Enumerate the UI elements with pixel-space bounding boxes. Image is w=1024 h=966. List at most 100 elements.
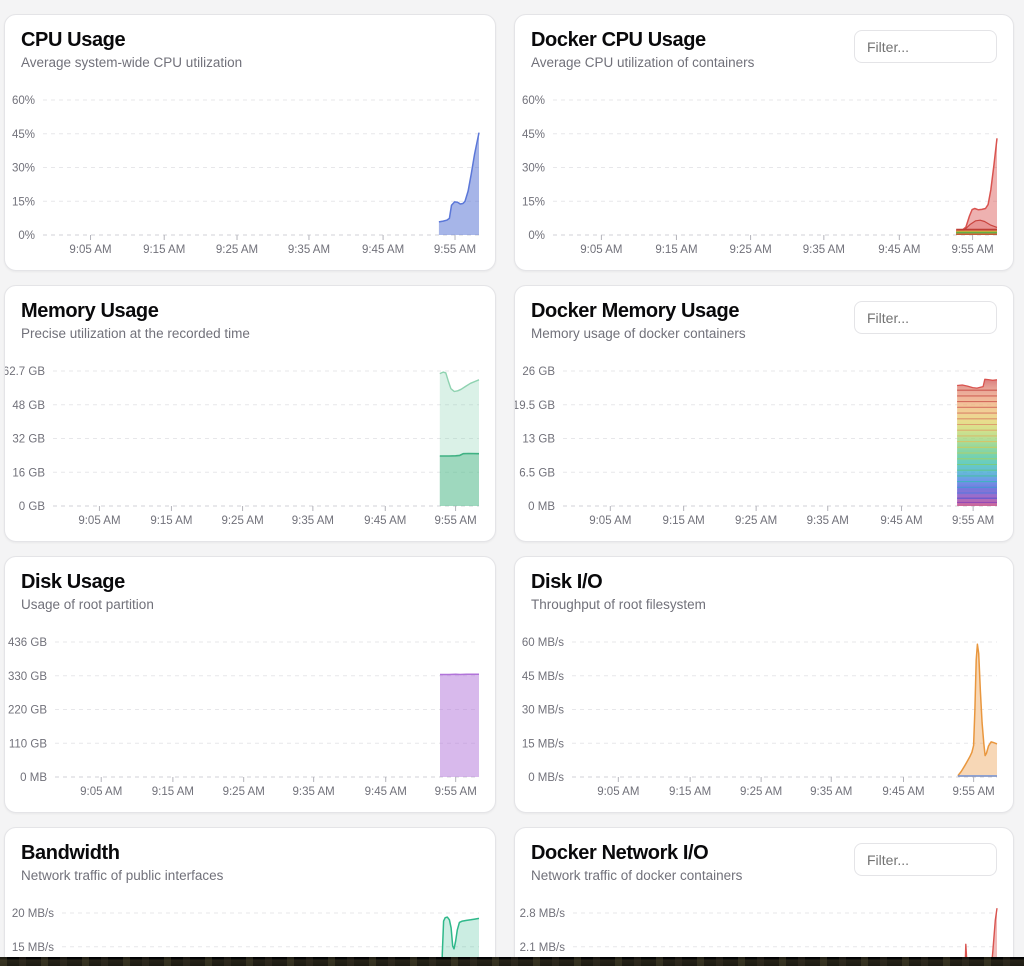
card-cpu-usage: CPU Usage Average system-wide CPU utiliz… [4,14,496,271]
docker-memory-usage-chart[interactable]: 26 GB 19.5 GB 13 GB 6.5 GB 0 MB 9:05 AM 9:15 A… [515,363,1013,532]
svg-text:9:55 AM: 9:55 AM [434,515,476,527]
card-title: Memory Usage [21,300,159,322]
svg-text:0 MB: 0 MB [20,772,47,784]
card-subtitle: Throughput of root filesystem [531,597,706,612]
svg-text:30 MB/s: 30 MB/s [522,705,564,717]
svg-text:0%: 0% [18,230,35,242]
cpu-usage-chart[interactable]: 60% 45% 30% 15% 0% 9:05 AM 9:15 AM 9:25 AM 9:35 … [5,92,495,261]
svg-text:220 GB: 220 GB [8,705,47,717]
svg-text:15 MB/s: 15 MB/s [12,942,54,954]
svg-text:15 MB/s: 15 MB/s [522,738,564,750]
svg-text:9:25 AM: 9:25 AM [223,786,265,798]
svg-text:9:25 AM: 9:25 AM [221,515,263,527]
svg-text:9:05 AM: 9:05 AM [589,515,631,527]
svg-text:2.8 MB/s: 2.8 MB/s [520,908,566,920]
svg-text:9:15 AM: 9:15 AM [152,786,194,798]
svg-text:0 MB/s: 0 MB/s [528,772,564,784]
svg-text:62.7 GB: 62.7 GB [5,366,45,378]
card-subtitle: Precise utilization at the recorded time [21,326,250,341]
svg-text:9:35 AM: 9:35 AM [293,786,335,798]
svg-text:20 MB/s: 20 MB/s [12,908,54,920]
svg-text:45%: 45% [12,129,35,141]
svg-text:60%: 60% [12,95,35,107]
svg-text:9:45 AM: 9:45 AM [880,515,922,527]
card-title: Disk Usage [21,571,125,593]
svg-text:436 GB: 436 GB [8,637,47,649]
svg-text:15%: 15% [522,196,545,208]
bandwidth-chart[interactable]: 20 MB/s15 MB/s10 MB/s5 MB/s0 MB/s9:05 AM… [5,905,495,966]
svg-text:9:45 AM: 9:45 AM [362,244,404,256]
svg-text:9:35 AM: 9:35 AM [288,244,330,256]
svg-text:9:55 AM: 9:55 AM [951,244,993,256]
svg-text:9:25 AM: 9:25 AM [729,244,771,256]
card-subtitle: Average system-wide CPU utilization [21,55,243,70]
svg-text:9:45 AM: 9:45 AM [364,515,406,527]
card-subtitle: Network traffic of public interfaces [21,868,224,883]
svg-text:9:45 AM: 9:45 AM [365,786,407,798]
svg-text:30%: 30% [522,163,545,175]
card-subtitle: Usage of root partition [21,597,154,612]
svg-text:9:05 AM: 9:05 AM [80,786,122,798]
card-docker-memory-usage: Docker Memory Usage Memory usage of dock… [514,285,1014,542]
svg-text:60 MB/s: 60 MB/s [522,637,564,649]
svg-text:9:05 AM: 9:05 AM [69,244,111,256]
card-bandwidth: Bandwidth Network traffic of public inte… [4,827,496,966]
svg-text:0 GB: 0 GB [19,501,46,513]
svg-text:16 GB: 16 GB [12,467,45,479]
svg-text:32 GB: 32 GB [12,434,45,446]
docker-cpu-usage-chart[interactable]: 60% 45% 30% 15% 0% 9:05 AM 9:15 AM 9:25 AM 9:35 … [515,92,1013,261]
svg-text:9:05 AM: 9:05 AM [597,786,639,798]
docker-memory-filter-input[interactable] [854,301,997,334]
card-title: Docker CPU Usage [531,29,706,51]
card-docker-cpu-usage: Docker CPU Usage Average CPU utilization… [514,14,1014,271]
svg-text:9:35 AM: 9:35 AM [810,786,852,798]
disk-usage-chart[interactable]: 436 GB 330 GB 220 GB 110 GB 0 MB 9:05 AM 9:15 … [5,634,495,803]
svg-text:9:05 AM: 9:05 AM [580,244,622,256]
svg-text:45 MB/s: 45 MB/s [522,671,564,683]
card-subtitle: Average CPU utilization of containers [531,55,755,70]
card-title: Docker Memory Usage [531,300,740,322]
svg-text:9:35 AM: 9:35 AM [803,244,845,256]
svg-text:9:55 AM: 9:55 AM [434,244,476,256]
svg-text:330 GB: 330 GB [8,671,47,683]
svg-text:9:35 AM: 9:35 AM [807,515,849,527]
svg-text:9:15 AM: 9:15 AM [669,786,711,798]
svg-text:9:45 AM: 9:45 AM [878,244,920,256]
svg-text:30%: 30% [12,163,35,175]
svg-text:19.5 GB: 19.5 GB [515,400,555,412]
card-memory-usage: Memory Usage Precise utilization at the … [4,285,496,542]
svg-text:9:15 AM: 9:15 AM [655,244,697,256]
disk-io-chart[interactable]: 60 MB/s 45 MB/s 30 MB/s 15 MB/s 0 MB/s 9:05 A… [515,634,1013,803]
svg-text:110 GB: 110 GB [9,738,47,750]
card-title: Docker Network I/O [531,842,709,864]
svg-text:9:45 AM: 9:45 AM [882,786,924,798]
svg-text:0%: 0% [528,230,545,242]
desktop-wallpaper-edge [0,957,1024,966]
svg-text:0 MB: 0 MB [528,501,555,513]
svg-text:9:15 AM: 9:15 AM [143,244,185,256]
svg-text:9:55 AM: 9:55 AM [952,515,994,527]
card-title: CPU Usage [21,29,126,51]
svg-text:9:15 AM: 9:15 AM [150,515,192,527]
svg-text:9:05 AM: 9:05 AM [78,515,120,527]
card-disk-usage: Disk Usage Usage of root partition 436 G… [4,556,496,813]
card-title: Bandwidth [21,842,120,864]
svg-text:9:35 AM: 9:35 AM [292,515,334,527]
svg-text:13 GB: 13 GB [522,434,555,446]
svg-text:6.5 GB: 6.5 GB [519,467,555,479]
svg-text:9:55 AM: 9:55 AM [435,786,477,798]
svg-text:9:55 AM: 9:55 AM [953,786,995,798]
docker-network-filter-input[interactable] [854,843,997,876]
svg-text:9:15 AM: 9:15 AM [663,515,705,527]
docker-cpu-filter-input[interactable] [854,30,997,63]
svg-text:2.1 MB/s: 2.1 MB/s [520,942,566,954]
svg-text:9:25 AM: 9:25 AM [735,515,777,527]
card-title: Disk I/O [531,571,603,593]
svg-text:60%: 60% [522,95,545,107]
svg-text:45%: 45% [522,129,545,141]
card-subtitle: Network traffic of docker containers [531,868,743,883]
memory-usage-chart[interactable]: 62.7 GB 48 GB 32 GB 16 GB 0 GB 9:05 AM 9:15 AM… [5,363,495,532]
svg-text:26 GB: 26 GB [522,366,555,378]
card-subtitle: Memory usage of docker containers [531,326,746,341]
